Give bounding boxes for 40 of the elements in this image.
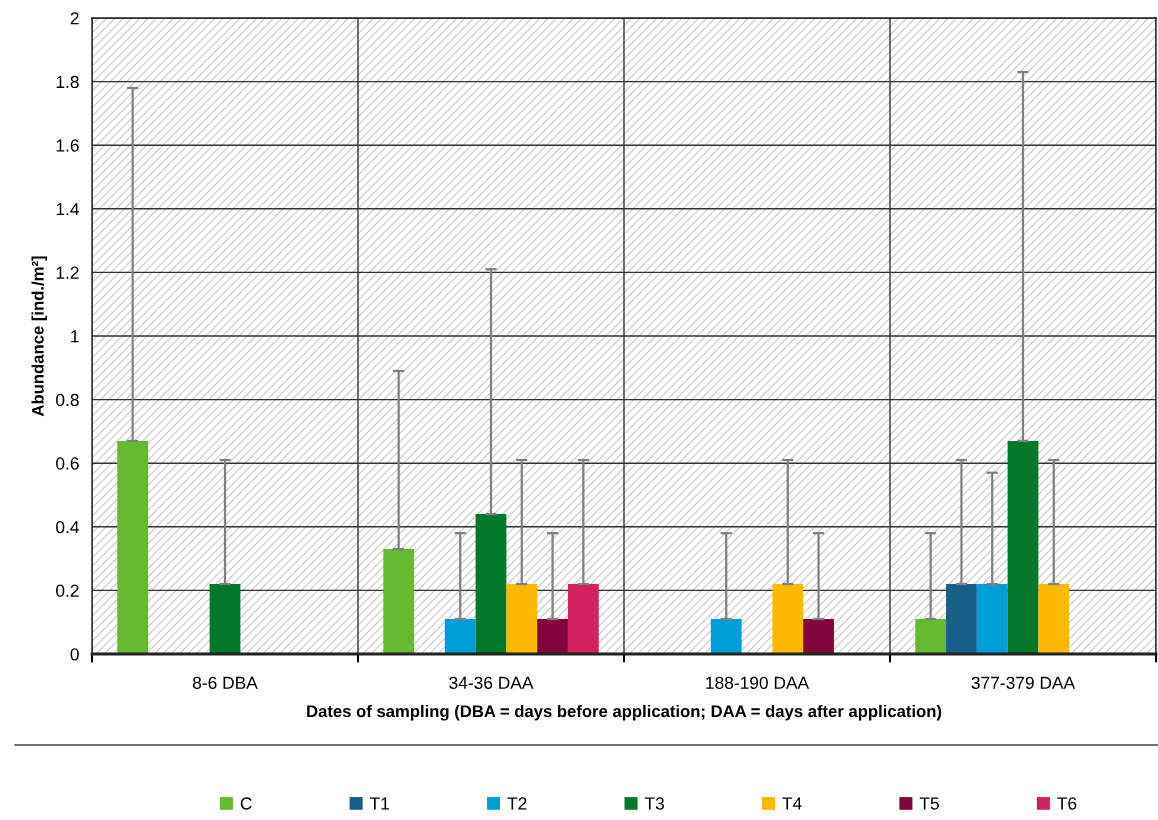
legend-label: T2 [507,797,527,810]
y-tick-label: 1.2 [56,266,79,279]
bar [772,584,804,654]
y-tick-label: 0.4 [56,520,79,534]
y-tick-label: 0.8 [56,393,79,407]
x-tick-label: 377-379 DAA [971,676,1076,689]
y-tick-label: 0 [70,648,79,661]
y-tick-label: 1.8 [56,75,79,89]
y-tick-label: 0.2 [56,584,79,597]
bar [383,549,415,654]
bar [976,584,1008,654]
legend-label: T1 [369,797,389,810]
legend-label: T3 [644,797,664,810]
legend-label: C [240,797,252,810]
bar [803,619,834,654]
bar [506,584,538,654]
y-tick-label: 1.4 [56,203,79,216]
y-axis-title: Abundance [ind./m²] [31,256,48,417]
bar [946,584,977,654]
bar [710,619,742,654]
x-tick-label: 188-190 DAA [706,676,810,689]
legend-label: T6 [1057,797,1077,810]
legend-label: T4 [782,797,802,810]
bar [117,440,149,654]
bar [209,584,241,654]
bar [1007,440,1039,654]
bar [1038,584,1070,654]
y-tick-label: 2 [70,12,79,25]
y-tick-label: 0.6 [56,457,79,470]
y-tick-label: 1 [71,330,79,343]
x-tick-label: 34-36 DAA [449,676,534,689]
legend-label: T5 [919,797,939,810]
bar [567,584,599,654]
bar [444,619,476,654]
bar [537,619,568,654]
y-tick-label: 1.6 [56,139,79,152]
bar [475,514,507,654]
x-tick-label: 8-6 DBA [192,676,258,689]
x-axis-title: Dates of sampling (DBA = days before application; DAA = days after application) [307,704,942,721]
bar [915,619,947,654]
